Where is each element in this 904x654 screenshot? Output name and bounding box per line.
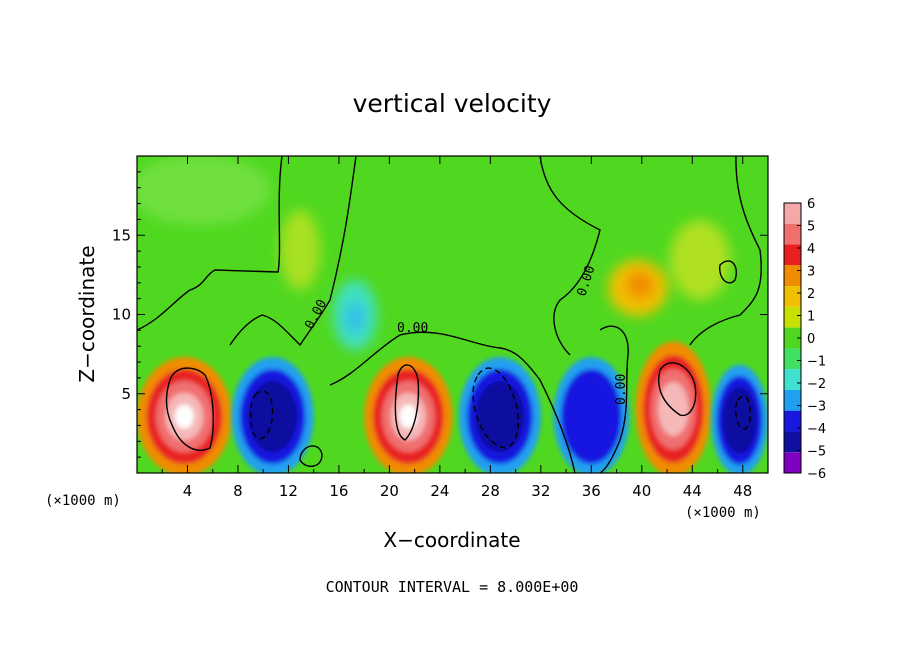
y-tick-label: 10 — [112, 306, 131, 324]
cell-ring — [475, 380, 525, 453]
colorbar-swatch — [784, 327, 801, 349]
inner-contour-dashed-2 — [472, 367, 520, 449]
cell-ring — [561, 368, 622, 465]
x-tick-label: 32 — [531, 482, 550, 500]
colorbar-label: 6 — [807, 197, 815, 212]
x-tick-label: 44 — [683, 482, 702, 500]
contour-lines — [137, 156, 762, 473]
x-tick-label: 24 — [430, 482, 449, 500]
cell-updraft-3 — [364, 357, 453, 473]
field-patch-cyan-2 — [345, 302, 365, 334]
colorbar-label: −5 — [807, 445, 826, 460]
y-axis-label: Z−coordinate — [75, 245, 99, 382]
cell-downdraft-7 — [711, 364, 768, 473]
contour-interval-note: CONTOUR INTERVAL = 8.000E+00 — [326, 578, 579, 596]
inner-contour-3 — [658, 362, 697, 417]
colorbar-label: 5 — [807, 220, 815, 235]
cell-ring — [174, 404, 194, 429]
zero-contour-bottom — [299, 445, 323, 467]
colorbar-swatch — [784, 223, 801, 245]
colorbar-label: 2 — [807, 287, 815, 302]
colorbar-swatch — [784, 410, 801, 432]
zero-contour-loop — [599, 325, 629, 473]
y-tick-label: 5 — [121, 385, 131, 403]
colorbar-swatch — [784, 431, 801, 453]
zero-contour-left — [137, 156, 283, 331]
y-tick-label: 15 — [112, 226, 131, 244]
inner-contour-dashed-1 — [250, 390, 274, 440]
colorbar-swatch — [784, 306, 801, 328]
x-tick-label: 8 — [233, 482, 243, 500]
inner-contour-1 — [165, 367, 214, 451]
contour-label-4: 0.00 — [614, 374, 629, 405]
colorbar-swatch — [784, 286, 801, 307]
inner-contour-2 — [394, 364, 420, 441]
colorbar-label: −4 — [807, 422, 826, 437]
zero-contour-mid — [229, 156, 357, 347]
field-patch-yellow — [280, 210, 320, 290]
x-tick-label: 36 — [582, 482, 601, 500]
x-axis-label: X−coordinate — [383, 528, 520, 552]
colorbar-swatch — [784, 348, 801, 370]
colorbar-swatch — [784, 389, 801, 411]
x-tick-label: 20 — [380, 482, 399, 500]
x-tick-label: 12 — [279, 482, 298, 500]
field-patch-orange-2 — [626, 271, 654, 299]
cell-downdraft-4 — [458, 357, 541, 473]
zero-contour-right — [539, 156, 601, 356]
colorbar-label: 1 — [807, 310, 815, 325]
x-tick-label: 28 — [481, 482, 500, 500]
x-unit-left: (×1000 m) — [45, 493, 121, 509]
cell-ring — [399, 404, 418, 429]
colorbar-swatch — [784, 452, 801, 473]
x-unit-right: (×1000 m) — [685, 505, 761, 521]
contour-label-2: 0.00 — [397, 321, 428, 336]
cell-ring — [722, 387, 757, 454]
colorbar-swatch — [784, 203, 801, 224]
field-patch-upper — [137, 156, 270, 225]
colorbar-label: −3 — [807, 400, 826, 415]
cell-ring — [248, 380, 298, 453]
colorbar-label: −1 — [807, 355, 826, 370]
colorbar-label: 4 — [807, 242, 815, 257]
x-tick-label: 16 — [329, 482, 348, 500]
zero-contour-small — [719, 260, 737, 284]
x-tick-label: 40 — [632, 482, 651, 500]
zero-contour-center — [329, 331, 576, 473]
zero-contour-far — [689, 156, 762, 346]
plot-area: 0.00 0.00 0.00 0.00 — [137, 156, 768, 473]
cell-updraft-6 — [635, 341, 712, 473]
colorbar-label: 0 — [807, 332, 815, 347]
cell-layer — [137, 341, 768, 473]
y-axis: 5 10 15 — [112, 171, 768, 458]
x-tick-label: 48 — [733, 482, 752, 500]
chart-title: vertical velocity — [353, 89, 552, 118]
cell-updraft-1 — [137, 357, 232, 473]
colorbar-swatch — [784, 244, 801, 266]
field-patch-yellow-2 — [670, 220, 730, 300]
colorbar-swatch — [784, 265, 801, 287]
cell-downdraft-2 — [231, 357, 314, 473]
colorbar-label: 3 — [807, 265, 815, 280]
colorbar-swatch — [784, 369, 801, 390]
inner-contour-dashed-3 — [734, 395, 752, 430]
x-axis: 4 8 12 16 20 24 28 32 36 40 44 48 — [161, 156, 752, 500]
colorbar-label: −6 — [807, 467, 826, 482]
colorbar-label: −2 — [807, 377, 826, 392]
cell-downdraft-5 — [553, 357, 630, 473]
colorbar: 6 5 4 3 2 1 0 −1 −2 −3 −4 −5 −6 — [783, 197, 826, 482]
x-tick-label: 4 — [183, 482, 193, 500]
cell-ring — [658, 382, 689, 436]
